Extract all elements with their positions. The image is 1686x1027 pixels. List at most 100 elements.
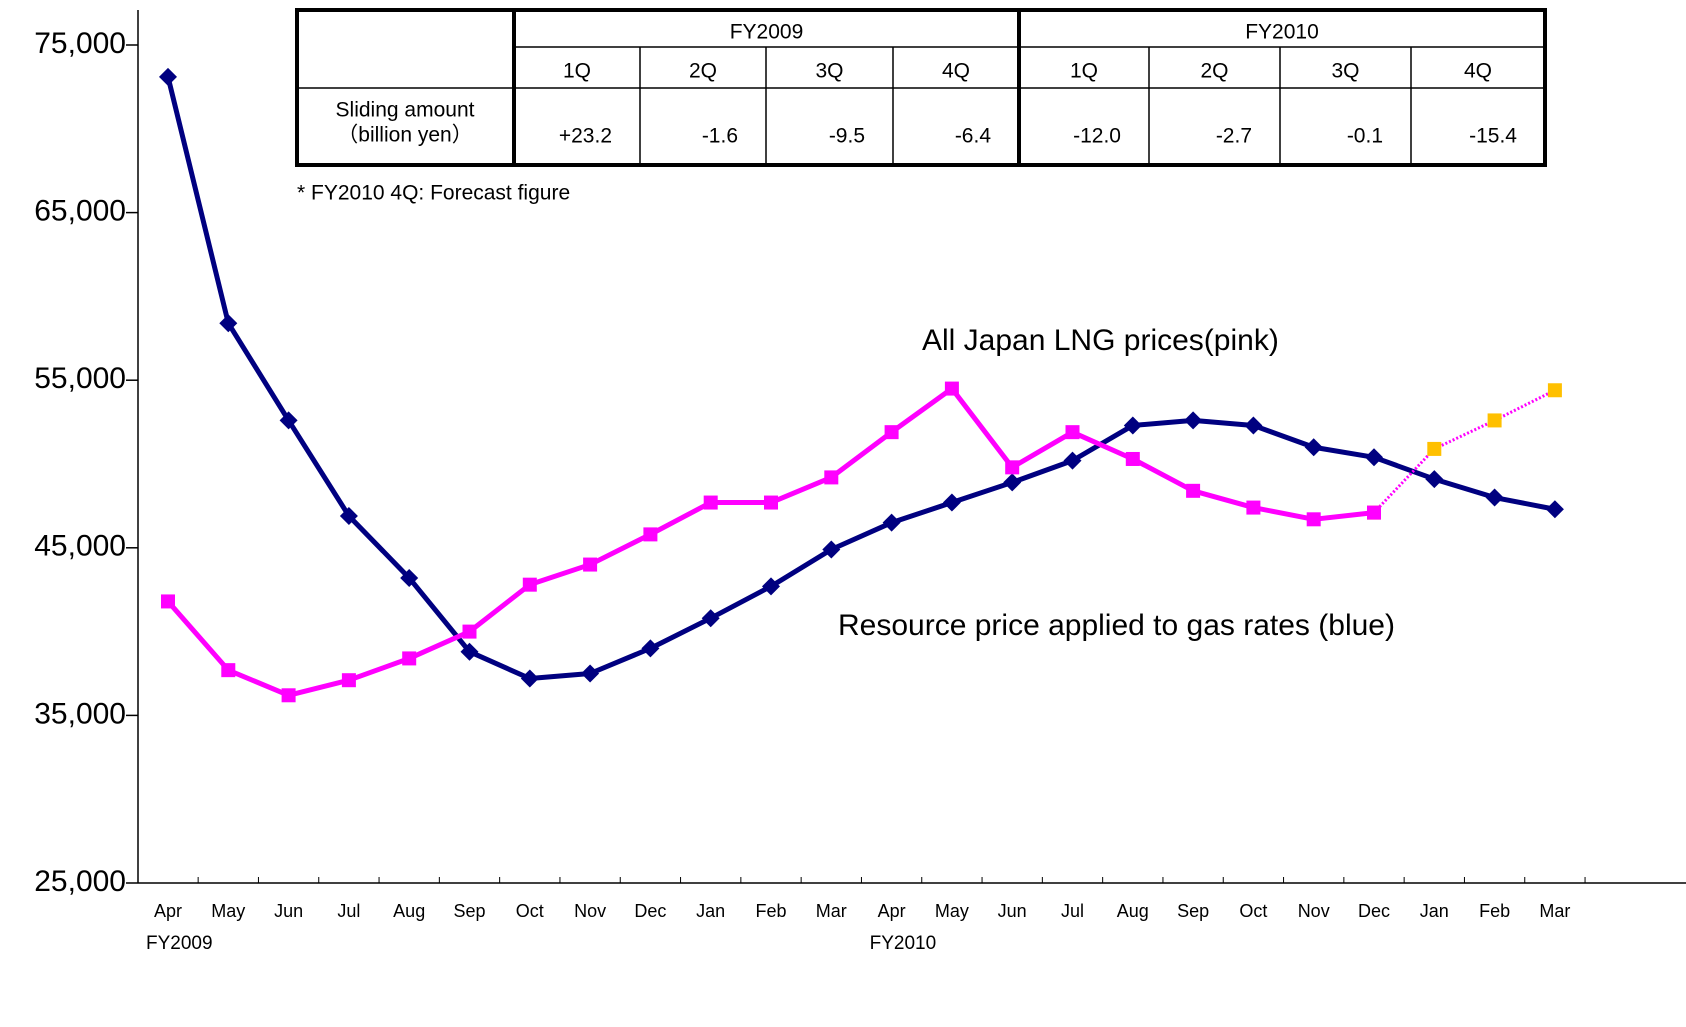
marker	[1123, 416, 1142, 435]
table-cell: -15.4	[1469, 125, 1517, 148]
marker	[643, 527, 658, 542]
x-tick-label: Oct	[1239, 901, 1267, 921]
table-header: 3Q	[1331, 60, 1359, 83]
marker	[944, 381, 959, 396]
y-tick-label: 35,000	[34, 697, 126, 730]
y-tick-label: 45,000	[34, 530, 126, 563]
x-tick-label: May	[935, 901, 969, 921]
marker	[1545, 500, 1564, 519]
marker	[1065, 425, 1080, 440]
marker	[1304, 438, 1323, 457]
series-label: Resource price applied to gas rates (blu…	[838, 609, 1395, 642]
x-tick-label: Apr	[878, 901, 906, 921]
x-tick-label: Jun	[998, 901, 1027, 921]
table-header: FY2010	[1245, 21, 1319, 44]
series-line	[165, 76, 1556, 682]
marker	[701, 609, 720, 628]
table-cell: +23.2	[559, 125, 612, 148]
table-row-label: Sliding amount	[336, 99, 475, 122]
marker	[1186, 483, 1201, 498]
marker	[822, 540, 841, 559]
x-tick-label: Nov	[1298, 901, 1330, 921]
x-tick-label: Apr	[154, 901, 182, 921]
marker	[402, 651, 417, 666]
marker	[641, 639, 660, 658]
x-tick-label: Nov	[574, 901, 606, 921]
marker	[219, 314, 238, 333]
x-tick-label: Jul	[1061, 901, 1084, 921]
x-tick-label: Jan	[696, 901, 725, 921]
marker	[1003, 473, 1022, 492]
series-line	[1372, 388, 1556, 514]
table-cell: -0.1	[1347, 125, 1383, 148]
x-tick-label: Jul	[337, 901, 360, 921]
marker	[1427, 441, 1442, 456]
marker	[1005, 460, 1020, 475]
x-tick-label: Aug	[1117, 901, 1149, 921]
marker	[161, 594, 175, 609]
marker	[1244, 416, 1263, 435]
marker	[341, 673, 356, 688]
table-header: FY2009	[730, 21, 804, 44]
table-header: 4Q	[942, 60, 970, 83]
marker	[1425, 470, 1444, 489]
marker	[764, 495, 778, 510]
y-tick-label: 55,000	[34, 362, 126, 395]
x-tick-label: Aug	[393, 901, 425, 921]
table-header: 4Q	[1464, 60, 1492, 83]
series-label: All Japan LNG prices(pink)	[922, 324, 1279, 357]
marker	[824, 470, 839, 485]
table-header: 1Q	[1070, 60, 1098, 83]
marker	[1125, 451, 1140, 466]
marker	[221, 663, 236, 678]
marker	[581, 664, 600, 683]
x-tick-label: Jan	[1420, 901, 1449, 921]
y-tick-label: 65,000	[34, 195, 126, 228]
year-label: FY2009	[146, 933, 213, 954]
table-header: 1Q	[563, 60, 591, 83]
x-tick-label: Mar	[816, 901, 847, 921]
marker	[762, 577, 780, 596]
table-cell: -6.4	[955, 125, 992, 148]
marker	[1063, 451, 1082, 470]
marker	[1184, 411, 1203, 430]
year-label: FY2010	[870, 933, 937, 954]
marker	[1485, 488, 1504, 507]
table-cell: -12.0	[1073, 125, 1121, 148]
table-row-label: （billion yen）	[337, 124, 472, 147]
series-line	[166, 386, 1375, 698]
x-tick-label: Sep	[1177, 901, 1209, 921]
marker	[703, 495, 718, 510]
marker	[1367, 505, 1381, 520]
x-tick-label: Jun	[274, 901, 303, 921]
marker	[159, 67, 177, 86]
x-tick-label: May	[211, 901, 245, 921]
marker	[1246, 500, 1261, 515]
marker	[1547, 383, 1562, 398]
x-tick-label: Oct	[516, 901, 544, 921]
marker	[339, 506, 358, 525]
marker	[1487, 413, 1502, 428]
marker	[583, 557, 598, 572]
marker	[279, 411, 298, 430]
x-tick-label: Feb	[755, 901, 786, 921]
marker	[884, 425, 899, 440]
marker	[882, 513, 901, 532]
marker	[1365, 448, 1383, 467]
marker	[400, 568, 419, 587]
note: * FY2010 4Q: Forecast figure	[297, 182, 570, 205]
x-tick-label: Mar	[1539, 901, 1570, 921]
x-tick-label: Dec	[1358, 901, 1390, 921]
table-header: 2Q	[689, 60, 717, 83]
marker	[522, 577, 537, 592]
marker	[281, 688, 296, 703]
x-tick-label: Sep	[453, 901, 485, 921]
y-tick-label: 75,000	[34, 27, 126, 60]
x-tick-label: Dec	[634, 901, 666, 921]
marker	[462, 624, 477, 639]
table-cell: -1.6	[702, 125, 738, 148]
marker	[460, 642, 479, 661]
marker	[520, 669, 539, 688]
table-cell: -9.5	[829, 125, 865, 148]
